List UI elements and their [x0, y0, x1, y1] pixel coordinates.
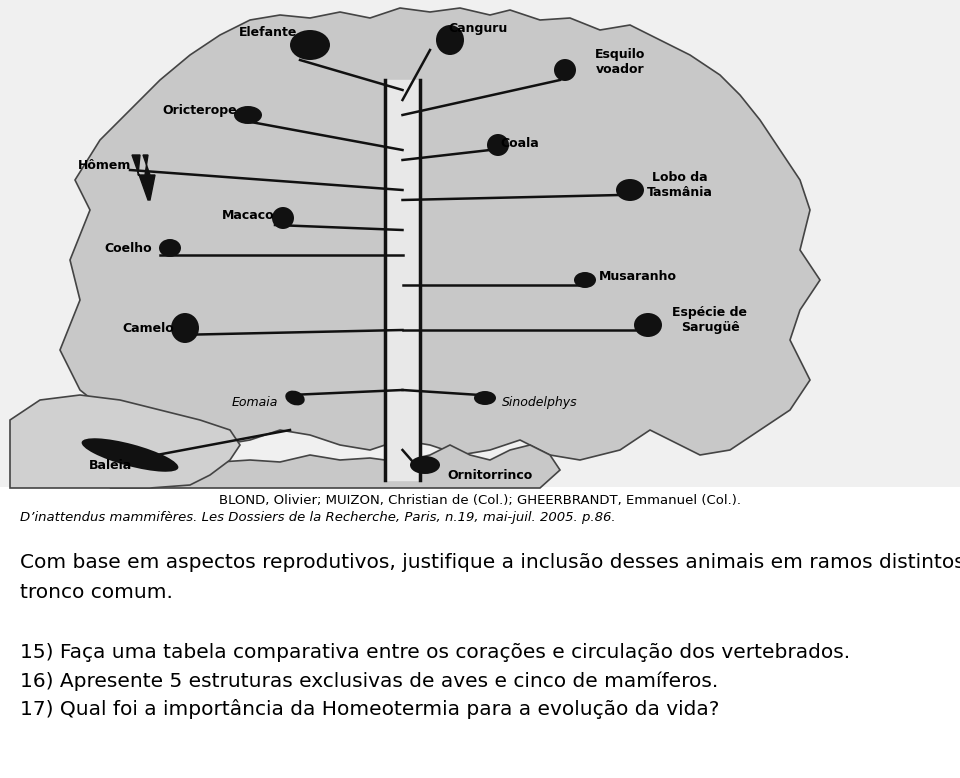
Text: D’inattendus mammifères. Les Dossiers de la Recherche, Paris, n.19, mai-juil. 20: D’inattendus mammifères. Les Dossiers de… — [20, 510, 615, 524]
Ellipse shape — [554, 59, 576, 81]
Text: Eomaia: Eomaia — [231, 395, 278, 408]
Text: Lobo da
Tasmânia: Lobo da Tasmânia — [647, 171, 713, 199]
Text: 16) Apresente 5 estruturas exclusivas de aves e cinco de mamíferos.: 16) Apresente 5 estruturas exclusivas de… — [20, 671, 718, 691]
Text: Musaranho: Musaranho — [599, 269, 677, 282]
Ellipse shape — [474, 391, 496, 405]
Ellipse shape — [234, 106, 262, 124]
Text: Coala: Coala — [500, 136, 540, 149]
Ellipse shape — [616, 179, 644, 201]
Text: Canguru: Canguru — [448, 22, 508, 34]
Text: Hômem: Hômem — [79, 159, 132, 171]
Polygon shape — [110, 445, 560, 488]
Ellipse shape — [159, 239, 181, 257]
Ellipse shape — [436, 25, 464, 55]
Ellipse shape — [410, 456, 440, 474]
Text: 17) Qual foi a importância da Homeotermia para a evolução da vida?: 17) Qual foi a importância da Homeotermi… — [20, 699, 719, 719]
Text: Ornitorrinco: Ornitorrinco — [447, 468, 533, 482]
Text: Espécie de
Sarugüê: Espécie de Sarugüê — [673, 306, 748, 334]
Ellipse shape — [272, 207, 294, 229]
Ellipse shape — [634, 313, 662, 337]
Ellipse shape — [290, 30, 330, 60]
Text: 15) Faça uma tabela comparativa entre os corações e circulação dos vertebrados.: 15) Faça uma tabela comparativa entre os… — [20, 643, 851, 663]
Bar — [0, 0, 960, 487]
Polygon shape — [132, 155, 155, 200]
Polygon shape — [60, 8, 820, 460]
Text: Elefante: Elefante — [239, 26, 298, 38]
Text: Sinodelphys: Sinodelphys — [502, 395, 578, 408]
Text: Com base em aspectos reprodutivos, justifique a inclusão desses animais em ramos: Com base em aspectos reprodutivos, justi… — [20, 553, 960, 573]
Ellipse shape — [487, 134, 509, 156]
Ellipse shape — [574, 272, 596, 288]
Text: BLOND, Olivier; MUIZON, Christian de (Col.); GHEERBRANDT, Emmanuel (Col.).: BLOND, Olivier; MUIZON, Christian de (Co… — [219, 493, 741, 506]
Text: Oricterope: Oricterope — [162, 103, 237, 117]
Text: Coelho: Coelho — [105, 241, 152, 254]
Ellipse shape — [82, 438, 179, 471]
Text: Camelo: Camelo — [122, 321, 174, 335]
Ellipse shape — [171, 313, 199, 343]
Text: Esquilo
voador: Esquilo voador — [595, 48, 645, 76]
Text: tronco comum.: tronco comum. — [20, 584, 173, 602]
Text: Macaco: Macaco — [222, 209, 275, 222]
Text: Baleia: Baleia — [88, 458, 132, 471]
Polygon shape — [10, 395, 240, 488]
Ellipse shape — [285, 391, 304, 405]
